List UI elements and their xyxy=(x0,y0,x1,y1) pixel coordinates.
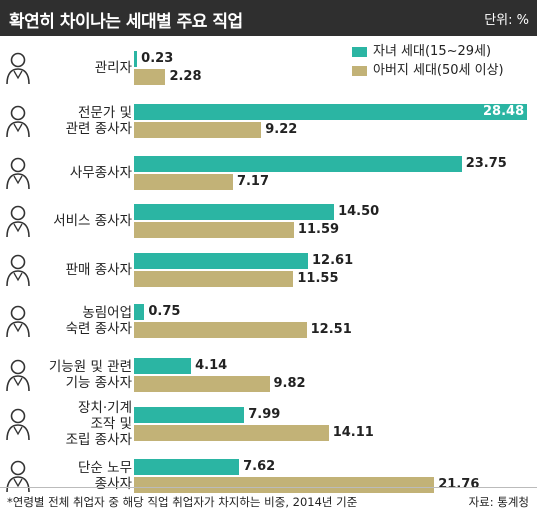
bar-youth xyxy=(134,253,308,269)
bar-chart: 관리자 0.23 2.28 전문가 및 관련 종사자 28.48 9.22 사무종사자 23.… xyxy=(0,36,537,493)
category-label: 단순 노무 종사자 xyxy=(78,460,132,492)
category-label: 기능원 및 관련 기능 종사자 xyxy=(48,359,132,391)
source-label: 자료: 통계청 xyxy=(468,495,529,509)
value-label-father: 9.82 xyxy=(273,376,306,391)
bar-father xyxy=(134,322,307,338)
value-label-youth: 7.62 xyxy=(243,459,276,474)
legend-item-father: 아버지 세대(50세 이상) xyxy=(352,59,504,78)
machine-operator-icon xyxy=(4,407,32,441)
bar-father xyxy=(134,174,233,190)
category-label: 관리자 xyxy=(94,60,132,76)
bar-father xyxy=(134,477,435,493)
legend-item-youth: 자녀 세대(15~29세) xyxy=(352,40,491,59)
bar-father xyxy=(134,376,270,392)
value-label-father: 2.28 xyxy=(169,69,202,84)
value-label-youth: 0.75 xyxy=(148,304,181,319)
bar-youth xyxy=(134,51,138,67)
unit-label: 단위: % xyxy=(484,13,529,28)
farmer-icon xyxy=(4,304,32,338)
bar-youth xyxy=(134,104,527,120)
value-label-father: 11.59 xyxy=(297,222,340,237)
value-label-father: 21.76 xyxy=(438,477,480,492)
category-label: 서비스 종사자 xyxy=(53,213,132,229)
bar-father xyxy=(134,271,294,287)
sales-worker-icon xyxy=(4,253,32,287)
category-label: 판매 종사자 xyxy=(65,262,132,278)
chart-title: 확연히 차이나는 세대별 주요 직업 xyxy=(9,12,243,32)
category-label: 농림어업 숙련 종사자 xyxy=(65,305,132,337)
craftsman-icon xyxy=(4,358,32,392)
category-label: 사무종사자 xyxy=(69,165,132,181)
office-worker-icon xyxy=(4,156,32,190)
laborer-icon xyxy=(4,459,32,493)
bar-youth xyxy=(134,407,245,423)
manager-icon xyxy=(4,51,32,85)
value-label-youth: 12.61 xyxy=(312,253,354,268)
footer-divider xyxy=(0,487,537,488)
category-label: 장치·기계 조작 및 조립 종사자 xyxy=(65,400,132,448)
value-label-youth: 14.50 xyxy=(338,204,380,219)
bar-youth xyxy=(134,204,335,220)
legend-swatch-father xyxy=(352,65,367,76)
value-label-father: 7.17 xyxy=(236,174,270,189)
value-label-youth: 4.14 xyxy=(195,358,228,373)
legend-label-youth: 자녀 세대(15~29세) xyxy=(373,44,492,59)
value-label-father: 12.51 xyxy=(310,322,352,337)
bar-father xyxy=(134,69,166,85)
value-label-father: 14.11 xyxy=(332,425,374,440)
value-label-youth: 28.48 xyxy=(483,104,525,119)
legend-label-father: 아버지 세대(50세 이상) xyxy=(373,63,504,78)
bar-youth xyxy=(134,304,145,320)
bar-youth xyxy=(134,358,192,374)
value-label-youth: 23.75 xyxy=(465,156,507,171)
title-bar: 확연히 차이나는 세대별 주요 직업 단위: % xyxy=(0,0,537,36)
bar-youth xyxy=(134,459,240,475)
value-label-father: 11.55 xyxy=(297,271,339,286)
category-label: 전문가 및 관련 종사자 xyxy=(65,105,132,137)
professional-icon xyxy=(4,104,32,138)
footnote: *연령별 전체 취업자 중 해당 직업 취업자가 차지하는 비중, 2014년 … xyxy=(7,495,358,509)
value-label-youth: 0.23 xyxy=(141,51,174,66)
bar-father xyxy=(134,222,294,238)
service-worker-icon xyxy=(4,204,32,238)
value-label-youth: 7.99 xyxy=(248,407,281,422)
bar-father xyxy=(134,425,329,441)
bar-father xyxy=(134,122,262,138)
bar-youth xyxy=(134,156,462,172)
legend-swatch-youth xyxy=(352,46,367,57)
value-label-father: 9.22 xyxy=(265,122,298,137)
